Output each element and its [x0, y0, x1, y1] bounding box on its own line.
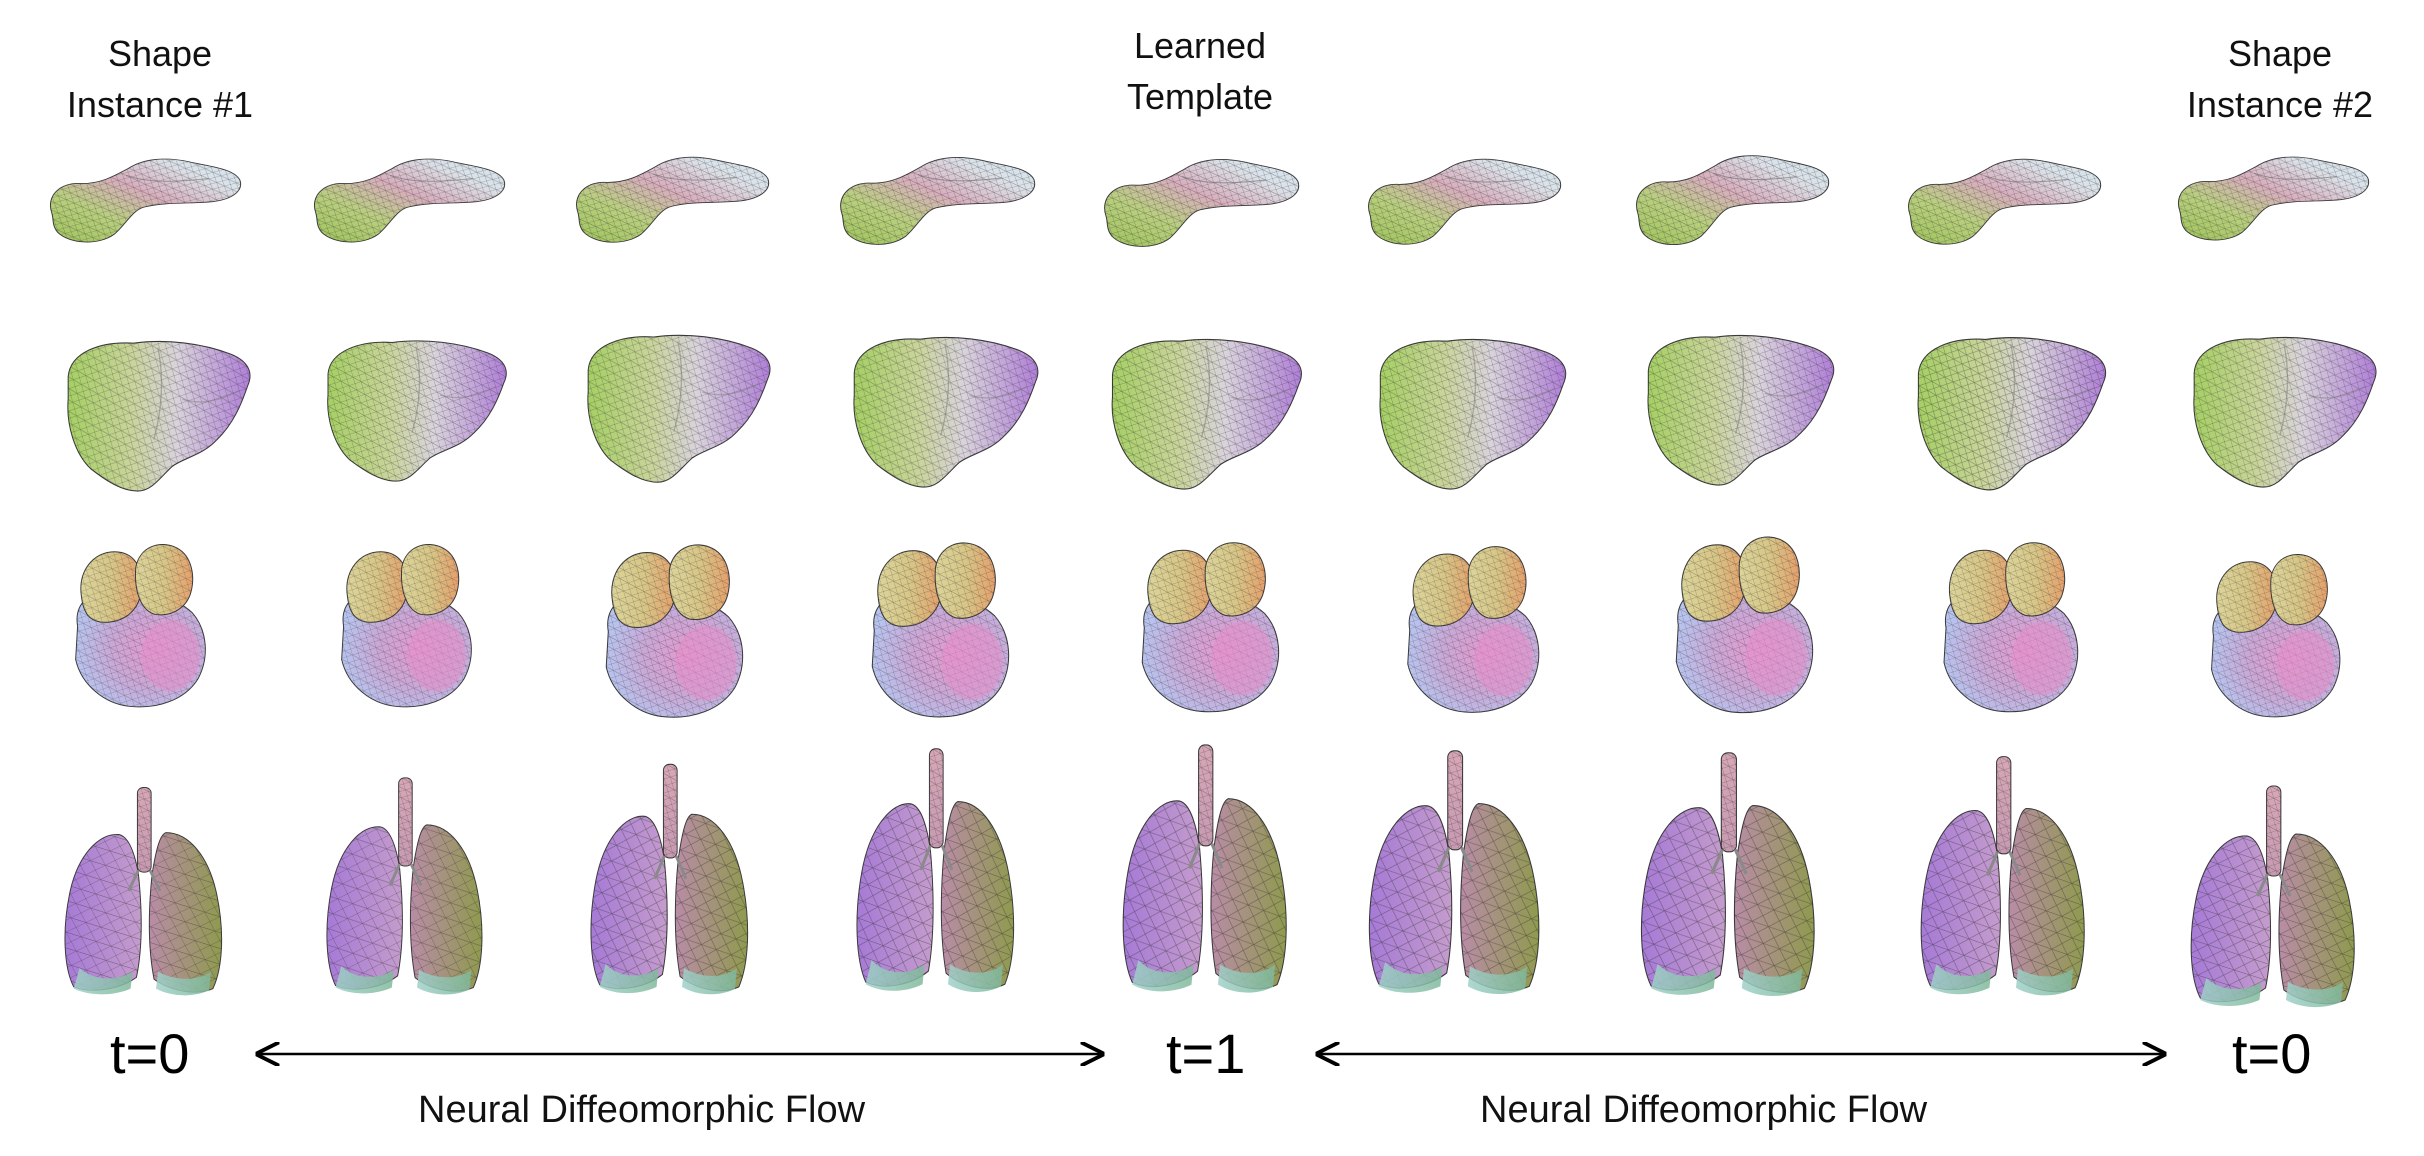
pancreas-col-7	[1635, 155, 1830, 246]
liver-col-4	[853, 336, 1039, 488]
lungs-col-5	[1121, 743, 1288, 995]
time-label-left: t=0	[110, 1022, 190, 1085]
liver-col-5	[1111, 338, 1303, 490]
pancreas-col-8	[1907, 158, 2102, 245]
heart-col-6	[1407, 546, 1540, 713]
header-shape-instance-2: Shape Instance #2	[2186, 33, 2374, 125]
pancreas-col-4	[840, 156, 1036, 246]
flow-label-left: Neural Diffeomorphic Flow	[418, 1089, 866, 1131]
liver-col-9	[2193, 336, 2377, 488]
lungs-col-9	[2189, 784, 2356, 1009]
liver-col-1	[67, 340, 251, 492]
liver-col-7	[1647, 334, 1835, 486]
header-shape-instance-1: Shape Instance #1	[66, 33, 254, 125]
flow-label-right: Neural Diffeomorphic Flow	[1480, 1089, 1928, 1131]
liver-col-8	[1917, 336, 2107, 491]
time-label-center: t=1	[1166, 1022, 1246, 1085]
row-heart	[75, 536, 2341, 718]
lungs-col-2	[325, 776, 484, 996]
heart-col-4	[871, 542, 1010, 718]
lungs-col-4	[855, 747, 1016, 994]
row-lungs	[63, 743, 2356, 1009]
liver-col-6	[1379, 338, 1567, 490]
pancreas-col-2	[313, 158, 506, 243]
lungs-col-6	[1367, 749, 1541, 996]
lungs-col-1	[63, 786, 224, 997]
pancreas-col-6	[1367, 158, 1562, 245]
pancreas-col-1	[49, 158, 242, 243]
time-label-right: t=0	[2232, 1022, 2312, 1085]
liver-col-2	[327, 340, 507, 482]
heart-col-9	[2211, 553, 2341, 718]
lungs-col-8	[1919, 755, 2086, 998]
lungs-col-3	[589, 762, 750, 996]
header-learned-template: Learned Template	[1126, 25, 1274, 117]
pancreas-col-9	[2177, 156, 2370, 241]
pancreas-col-5	[1104, 158, 1300, 248]
heart-col-5	[1141, 542, 1280, 713]
heart-col-2	[341, 543, 472, 708]
heart-col-8	[1943, 542, 2079, 713]
row-pancreas	[49, 155, 2370, 248]
liver-col-3	[587, 334, 771, 483]
heart-col-3	[605, 544, 744, 718]
pancreas-col-3	[575, 156, 770, 243]
heart-col-7	[1675, 536, 1814, 714]
row-liver	[67, 334, 2377, 492]
heart-col-1	[75, 543, 206, 708]
lungs-col-7	[1639, 751, 1816, 998]
